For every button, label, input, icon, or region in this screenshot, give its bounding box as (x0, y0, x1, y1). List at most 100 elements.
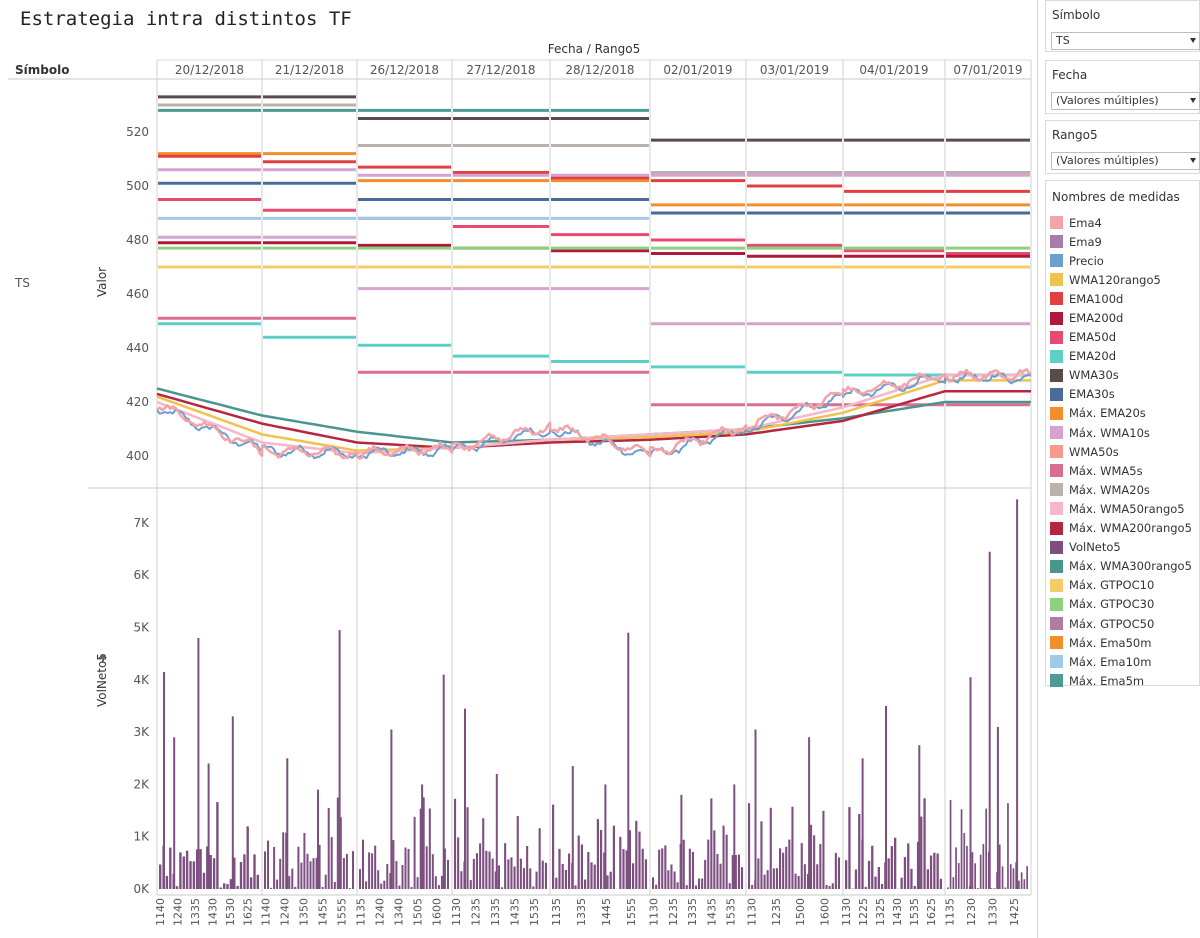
volume-bar (1007, 803, 1009, 889)
volume-bar (691, 851, 694, 889)
volume-bar (440, 875, 443, 889)
legend-item[interactable]: WMA120rango5 (1046, 270, 1199, 289)
volume-bar (185, 850, 189, 889)
volume-bar (437, 885, 440, 889)
legend-label: Máx. GTPOC30 (1069, 597, 1155, 612)
volume-bar (722, 825, 725, 889)
volume-bar-peak (1016, 499, 1019, 889)
volume-bar (769, 807, 772, 889)
x-tick-label: 1430 (891, 898, 904, 926)
legend-item[interactable]: Ema4 (1046, 213, 1199, 232)
rango-dropdown-value: (Valores múltiples) (1056, 154, 1159, 167)
legend-item[interactable]: Ema9 (1046, 232, 1199, 251)
volume-bar (212, 858, 216, 889)
legend-item[interactable]: Máx. Ema50m (1046, 633, 1199, 652)
volume-bar (407, 849, 410, 889)
volume-bar (955, 847, 957, 889)
chart-canvas[interactable]: Fecha / Rango5 Símbolo 20/12/2018 21/12/201… (0, 0, 1040, 938)
volume-bar (880, 884, 884, 889)
simbolo-dropdown[interactable]: TS (1051, 32, 1200, 50)
legend-label: EMA30s (1069, 387, 1115, 402)
x-tick-label: 1325 (874, 898, 887, 926)
x-tick-label: 1455 (317, 898, 330, 926)
volume-bar (871, 845, 874, 889)
volume-bar (482, 818, 485, 889)
rango-dropdown[interactable]: (Valores múltiples) (1051, 152, 1200, 170)
chevron-down-icon[interactable] (1190, 38, 1196, 43)
legend-item[interactable]: Máx. GTPOC30 (1046, 595, 1199, 614)
volume-bar (519, 858, 522, 889)
volume-bar (688, 848, 691, 889)
volume-bar (386, 864, 389, 889)
legend-item[interactable]: Máx. Ema10m (1046, 652, 1199, 671)
legend-swatch (1050, 426, 1063, 440)
volume-bar (182, 856, 185, 889)
x-tick-label: 1600 (819, 898, 832, 926)
x-tick-label: 1140 (260, 898, 273, 926)
fecha-filter: Fecha (Valores múltiples) (1045, 60, 1200, 114)
legend-item[interactable]: WMA30s (1046, 366, 1199, 385)
legend-item[interactable]: EMA30s (1046, 385, 1199, 404)
date-header: 20/12/2018 (175, 63, 244, 77)
volume-bar (900, 877, 903, 889)
legend-item[interactable]: Máx. WMA50rango5 (1046, 499, 1199, 518)
volume-bar (963, 832, 966, 889)
volume-bar (731, 855, 734, 889)
legend-item[interactable]: Máx. WMA20s (1046, 480, 1199, 499)
y-tick-label: 4K (133, 673, 150, 687)
legend-item[interactable]: EMA100d (1046, 289, 1199, 308)
chevron-down-icon[interactable] (1190, 98, 1196, 103)
legend-item[interactable]: Precio (1046, 251, 1199, 270)
volume-bar-peak (680, 794, 683, 889)
y-tick-label: 2K (133, 777, 150, 791)
volume-bar-peak (627, 632, 630, 889)
volume-bar (330, 837, 333, 889)
chevron-down-icon[interactable] (1190, 158, 1196, 163)
date-header: 02/01/2019 (663, 63, 732, 77)
x-tick-label: 1445 (600, 898, 613, 926)
volume-bar (249, 877, 253, 889)
legend-item[interactable]: Máx. GTPOC50 (1046, 614, 1199, 633)
volume-bar (641, 848, 644, 889)
legend-label: WMA30s (1069, 368, 1119, 383)
volume-bar (475, 853, 478, 889)
volume-bar (206, 846, 209, 889)
legend-item[interactable]: EMA20d (1046, 347, 1199, 366)
volume-bar (219, 887, 222, 889)
row-label: TS (14, 276, 30, 290)
x-tick-label: 1625 (242, 898, 255, 926)
volume-bar (497, 865, 500, 889)
legend-item[interactable]: WMA50s (1046, 442, 1199, 461)
volume-bar (974, 863, 976, 889)
volume-bar (558, 848, 561, 889)
legend-item[interactable]: EMA200d (1046, 308, 1199, 327)
legend-item[interactable]: Máx. GTPOC10 (1046, 576, 1199, 595)
volume-bar (632, 863, 635, 889)
legend-swatch (1050, 617, 1063, 631)
volume-bar (606, 875, 609, 889)
legend-item[interactable]: Máx. WMA300rango5 (1046, 557, 1199, 576)
volume-bar (510, 857, 513, 889)
legend-item[interactable]: Máx. WMA200rango5 (1046, 519, 1199, 538)
y-tick-label: 6K (133, 568, 150, 582)
volume-bar (644, 859, 647, 889)
legend-item[interactable]: Máx. EMA20s (1046, 404, 1199, 423)
date-header: 27/12/2018 (466, 63, 535, 77)
x-tick-label: 1350 (298, 898, 311, 926)
volume-bar (782, 852, 785, 889)
volume-bar (874, 876, 877, 889)
legend-item[interactable]: Máx. Ema5m (1046, 671, 1199, 690)
rango-filter: Rango5 (Valores múltiples) (1045, 120, 1200, 174)
legend-label: Máx. Ema10m (1069, 654, 1152, 669)
legend-item[interactable]: VolNeto5 (1046, 538, 1199, 557)
fecha-dropdown[interactable]: (Valores múltiples) (1051, 92, 1200, 110)
legend-item[interactable]: Máx. WMA10s (1046, 423, 1199, 442)
legend-label: Máx. GTPOC50 (1069, 616, 1155, 631)
volume-bar (577, 835, 580, 889)
volume-bar (544, 862, 547, 889)
legend-swatch (1050, 521, 1063, 535)
legend-item[interactable]: Máx. WMA5s (1046, 461, 1199, 480)
volume-bar (209, 855, 212, 889)
volume-bar (652, 877, 655, 889)
legend-item[interactable]: EMA50d (1046, 328, 1199, 347)
